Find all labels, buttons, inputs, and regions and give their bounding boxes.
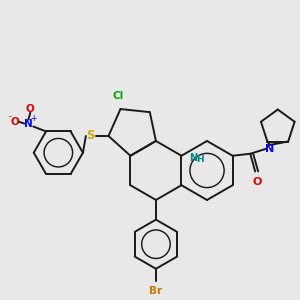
- Text: Cl: Cl: [113, 91, 124, 101]
- Text: S: S: [86, 130, 95, 142]
- Text: -: -: [8, 112, 11, 121]
- Text: H: H: [196, 155, 204, 164]
- Text: O: O: [10, 117, 19, 127]
- Text: N: N: [24, 118, 33, 129]
- Text: O: O: [26, 104, 35, 114]
- Text: +: +: [30, 114, 37, 123]
- Text: N: N: [189, 153, 197, 163]
- Text: N: N: [265, 144, 274, 154]
- Text: Br: Br: [149, 286, 163, 296]
- Text: O: O: [252, 177, 262, 188]
